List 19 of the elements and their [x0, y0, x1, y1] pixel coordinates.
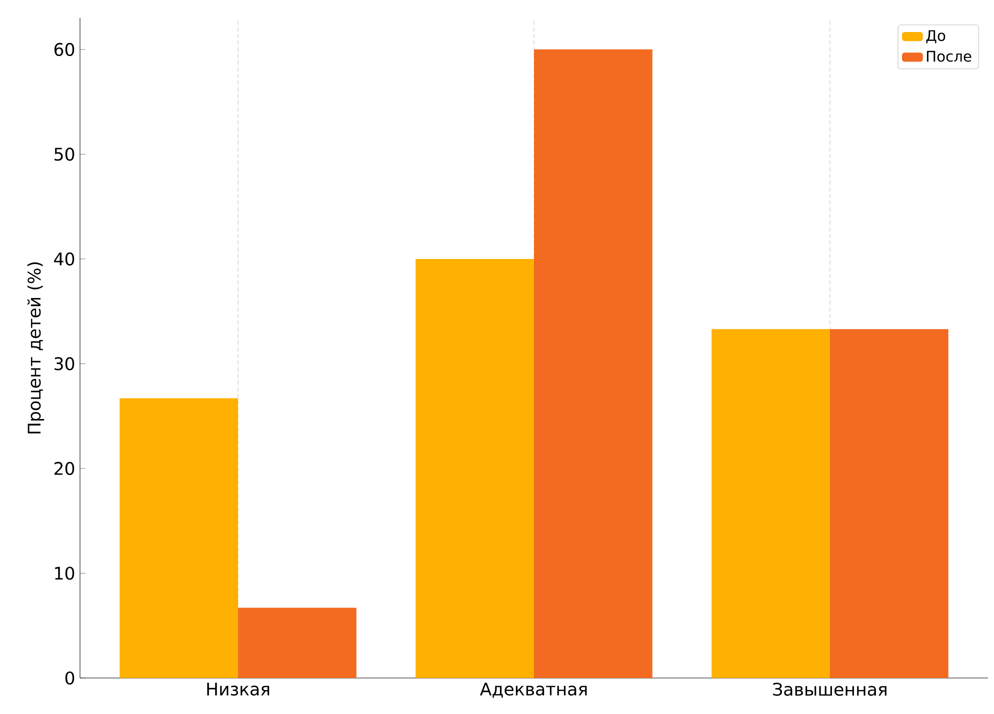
x-tick-label: Низкая [207, 682, 270, 696]
legend-label: До [926, 30, 946, 44]
bar [238, 608, 356, 678]
x-tick-label: Адекватная [480, 682, 587, 698]
x-tick-label: Завышенная [773, 682, 886, 696]
bar [534, 49, 652, 678]
y-tick-label: 10 [55, 566, 74, 580]
y-tick-label: 30 [54, 357, 74, 370]
y-axis-title: Процент детей (%) [27, 262, 44, 434]
bar [712, 329, 830, 678]
y-tick-label: 50 [54, 148, 74, 161]
y-tick-label: 20 [54, 462, 74, 476]
legend-label: После [926, 50, 972, 62]
y-tick-label: 40 [54, 252, 74, 266]
y-tick-label: 60 [54, 42, 74, 56]
bar [120, 398, 238, 678]
bar [416, 258, 534, 678]
y-tick-label: 0 [65, 671, 74, 685]
bar [830, 329, 948, 678]
